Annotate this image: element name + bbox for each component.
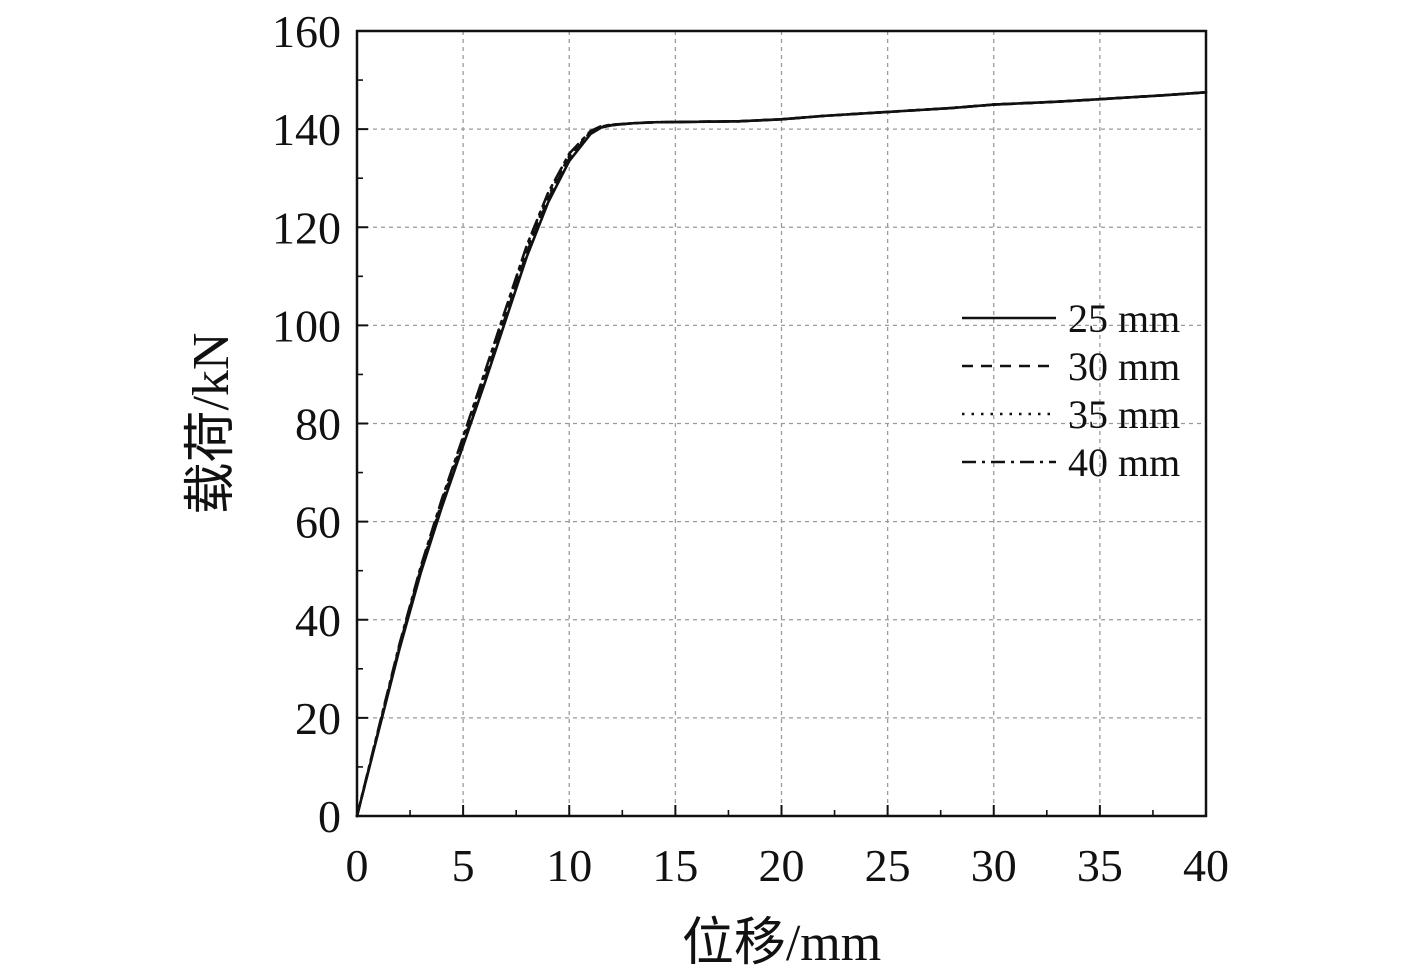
- series-line-2: [355, 91, 1208, 818]
- grid-lines: [357, 31, 1206, 816]
- x-tick-label: 15: [652, 840, 698, 891]
- legend-label-0: 25 mm: [1068, 296, 1180, 341]
- x-tick-label: 10: [546, 840, 592, 891]
- y-tick-label: 0: [318, 791, 341, 842]
- x-tick-label: 40: [1183, 840, 1229, 891]
- x-axis-title: 位移/mm: [682, 915, 881, 972]
- legend-label-1: 30 mm: [1068, 344, 1180, 389]
- legend-label-2: 35 mm: [1068, 392, 1180, 437]
- legend-label-3: 40 mm: [1068, 440, 1180, 485]
- x-tick-label: 35: [1077, 840, 1123, 891]
- y-tick-label: 40: [295, 595, 341, 646]
- series-lines: [355, 91, 1208, 818]
- x-tick-label: 25: [865, 840, 911, 891]
- y-tick-label: 120: [272, 202, 341, 253]
- x-tick-label: 30: [971, 840, 1017, 891]
- y-axis-title: 载荷/kN: [183, 332, 240, 514]
- y-tick-label: 160: [272, 6, 341, 57]
- tick-labels: 0 5 10 15 20 25 30 35 40 0 20 40 60 80 100 120 140 160: [272, 6, 1229, 891]
- series-line-3: [355, 91, 1208, 818]
- y-tick-label: 20: [295, 693, 341, 744]
- y-tick-label: 60: [295, 497, 341, 548]
- x-tick-label: 0: [346, 840, 369, 891]
- y-tick-label: 80: [295, 399, 341, 450]
- x-tick-label: 5: [452, 840, 475, 891]
- y-tick-label: 140: [272, 104, 341, 155]
- axis-ticks: [356, 30, 1207, 817]
- x-tick-label: 20: [759, 840, 805, 891]
- y-tick-label: 100: [272, 300, 341, 351]
